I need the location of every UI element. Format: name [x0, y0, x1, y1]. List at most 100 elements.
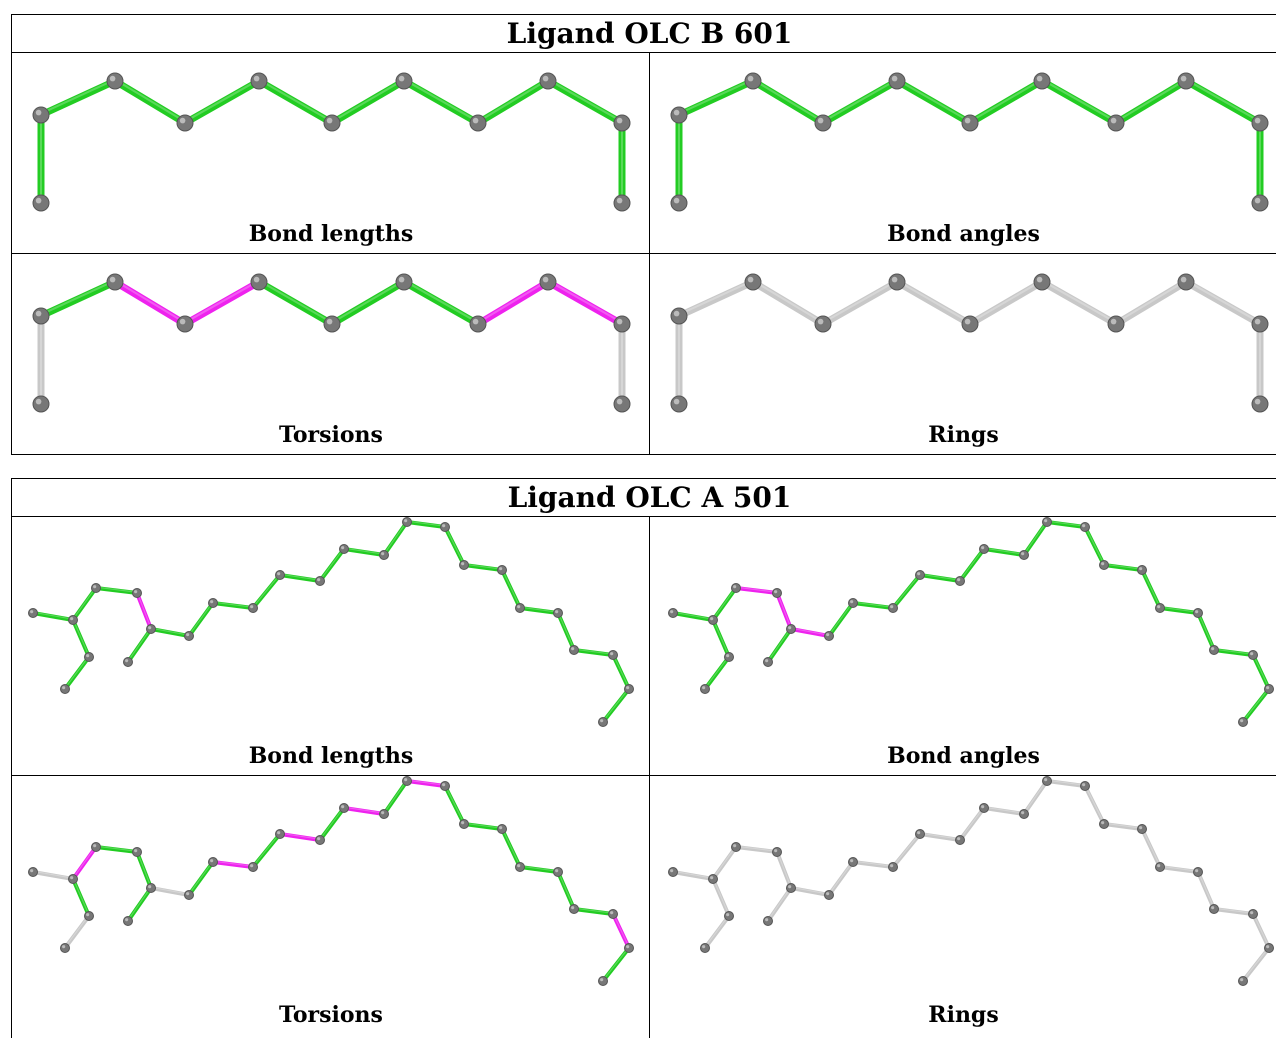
bond-highlight — [672, 870, 714, 879]
atom — [569, 904, 579, 914]
bond — [1112, 77, 1190, 127]
atom-highlight — [341, 546, 345, 550]
atom — [28, 867, 38, 877]
atom-highlight — [472, 318, 479, 325]
atom — [613, 194, 631, 212]
bond-highlight — [1084, 784, 1105, 824]
atom-highlight — [109, 276, 116, 283]
atom — [248, 603, 258, 613]
bond — [443, 784, 466, 826]
atom — [1209, 904, 1219, 914]
atom-highlight — [555, 610, 559, 614]
bond-highlight — [557, 870, 575, 909]
atom — [176, 114, 194, 132]
atom-highlight — [1211, 906, 1215, 910]
atom-highlight — [1180, 276, 1187, 283]
bond — [278, 573, 322, 583]
atom-highlight — [1101, 821, 1105, 825]
bond — [749, 77, 827, 127]
bond — [318, 547, 346, 583]
bond — [1241, 946, 1271, 983]
atom — [1019, 809, 1029, 819]
bond-highlight — [767, 627, 792, 662]
atom — [32, 307, 50, 325]
atom — [624, 943, 634, 953]
atom-highlight — [1266, 945, 1270, 949]
atom-highlight — [670, 869, 674, 873]
atom-highlight — [610, 911, 614, 915]
bond-highlight — [983, 547, 1025, 555]
bond — [572, 648, 615, 657]
atom-highlight — [210, 859, 214, 863]
bond — [149, 886, 191, 897]
atom — [955, 835, 965, 845]
atom-highlight — [341, 805, 345, 809]
bond-highlight — [919, 832, 961, 840]
atom — [91, 583, 101, 593]
atom — [848, 598, 858, 608]
atom-highlight — [442, 524, 446, 528]
cell-torsions: Torsions — [12, 776, 650, 1039]
bond-highlight — [828, 860, 854, 895]
atom — [146, 624, 156, 634]
atom-highlight — [710, 876, 714, 880]
bond-highlight — [1197, 611, 1215, 650]
bond-highlight — [704, 914, 730, 948]
panel-title: Ligand OLC A 501 — [12, 479, 1276, 517]
atom-highlight — [542, 276, 549, 283]
bond — [893, 278, 974, 328]
caption-rings: Rings — [928, 422, 999, 448]
bond-highlight — [39, 78, 117, 115]
bond-highlight — [252, 573, 281, 608]
bond — [342, 806, 386, 816]
ligand-panel-a501: Ligand OLC A 501 Bond lengths Bond angle… — [11, 478, 1276, 1038]
atom-highlight — [398, 75, 405, 82]
bond-highlight — [895, 279, 972, 324]
bond — [382, 520, 409, 557]
atom — [402, 517, 412, 527]
atom — [539, 72, 557, 90]
bond — [851, 601, 895, 610]
atom — [608, 909, 618, 919]
atom-highlight — [134, 590, 138, 594]
bond-highlight — [892, 832, 921, 867]
bond-highlight — [712, 877, 730, 916]
atom-highlight — [125, 659, 129, 663]
bond-highlight — [319, 547, 345, 581]
bond-highlight — [672, 611, 714, 620]
caption-torsions: Torsions — [279, 1002, 383, 1028]
atom — [123, 657, 133, 667]
atom — [724, 911, 734, 921]
atom-highlight — [542, 75, 549, 82]
atom — [323, 315, 341, 333]
atom-highlight — [726, 654, 730, 658]
atom — [1137, 565, 1147, 575]
bond — [675, 77, 757, 119]
bond-highlight — [821, 78, 899, 123]
bond — [611, 653, 631, 691]
atom — [553, 867, 563, 877]
atom-highlight — [726, 913, 730, 917]
bond — [556, 611, 576, 652]
atom-highlight — [1211, 647, 1215, 651]
bond-highlight — [959, 547, 985, 581]
atom — [979, 803, 989, 813]
bond-highlight — [72, 845, 97, 879]
bond-highlight — [776, 591, 792, 629]
atom — [379, 809, 389, 819]
atom-highlight — [517, 864, 521, 868]
atom — [613, 395, 631, 413]
bond-highlight — [602, 946, 630, 981]
bond — [775, 850, 793, 890]
atom — [786, 883, 796, 893]
atom-highlight — [326, 318, 333, 325]
atom-highlight — [1254, 398, 1261, 405]
atom — [1019, 550, 1029, 560]
bond — [611, 912, 631, 950]
bond-highlight — [72, 618, 90, 657]
atom — [184, 631, 194, 641]
bond — [703, 914, 731, 950]
bond-highlight — [767, 886, 792, 921]
atom — [84, 911, 94, 921]
bond-highlight — [444, 784, 465, 824]
